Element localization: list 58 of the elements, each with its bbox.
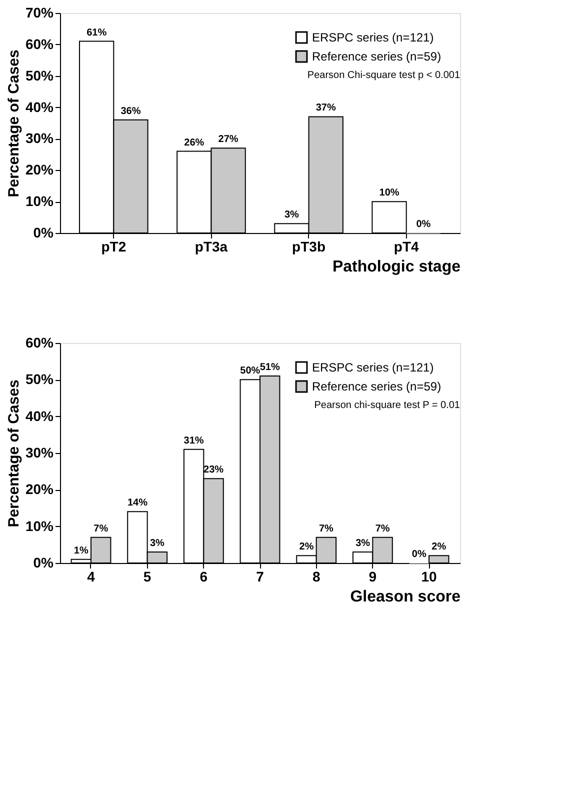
y-tick-label: 60%	[25, 36, 54, 52]
data-label: 2%	[299, 542, 314, 553]
data-label: 23%	[204, 464, 224, 476]
y-axis-title: Percentage of Cases	[5, 380, 22, 528]
x-tick-label: pT4	[394, 238, 419, 254]
x-tick-label: 10	[421, 568, 438, 584]
y-tick-label: 10%	[25, 518, 54, 534]
y-tick-label: 20%	[25, 162, 54, 178]
legend-label: ERSPC series (n=121)	[312, 360, 434, 374]
data-label: 14%	[127, 498, 148, 509]
y-tick-label: 40%	[25, 98, 54, 115]
x-tick-label: pT2	[101, 238, 126, 254]
x-axis-title: Pathologic stage	[332, 258, 461, 276]
x-axis-title: Gleason score	[350, 588, 461, 606]
data-label: 50%	[240, 366, 260, 377]
y-tick-label: 50%	[25, 67, 54, 84]
data-label: 37%	[316, 102, 336, 114]
legend-label: ERSPC series (n=121)	[312, 30, 434, 44]
data-label: 61%	[86, 27, 107, 38]
x-tick-label: 8	[312, 568, 320, 584]
y-tick-label: 20%	[25, 481, 54, 498]
data-label: 0%	[412, 549, 426, 560]
data-label: 27%	[218, 134, 238, 146]
data-label: 1%	[74, 545, 88, 556]
data-label: 7%	[318, 523, 334, 534]
data-label: 36%	[120, 106, 141, 117]
y-tick-label: 70%	[25, 4, 54, 20]
x-tick-label: 4	[87, 568, 96, 584]
data-label: 2%	[432, 542, 446, 553]
legend-label: Reference series (n=59)	[312, 380, 442, 394]
data-label: 3%	[150, 538, 165, 549]
x-tick-label: pT3a	[194, 238, 228, 254]
data-label: 7%	[94, 523, 108, 534]
x-tick-label: 7	[256, 568, 264, 584]
x-tick-label: 9	[368, 568, 377, 584]
x-tick-label: 5	[143, 568, 152, 584]
y-tick-label: 40%	[25, 408, 54, 424]
data-label: 0%	[416, 219, 431, 230]
data-label: 3%	[356, 538, 370, 549]
y-axis-title: Percentage of Cases	[5, 50, 22, 198]
legend-label: Reference series (n=59)	[312, 50, 442, 64]
y-tick-label: 30%	[25, 130, 54, 146]
data-label: 10%	[379, 188, 400, 199]
data-label: 51%	[260, 362, 280, 373]
data-label: 26%	[184, 137, 204, 148]
data-label: 3%	[284, 210, 300, 221]
y-tick-label: 30%	[25, 444, 54, 460]
y-tick-label: 0%	[33, 224, 54, 240]
x-tick-label: 6	[200, 568, 208, 584]
y-tick-label: 50%	[25, 371, 54, 388]
annotation: Pearson chi-square test P = 0.01	[314, 400, 460, 411]
x-tick-label: pT3b	[292, 238, 326, 254]
data-label: 7%	[375, 523, 390, 534]
y-tick-label: 10%	[25, 193, 54, 210]
data-label: 31%	[184, 435, 204, 446]
y-tick-label: 60%	[25, 334, 54, 350]
annotation: Pearson Chi-square test p < 0.001	[307, 70, 460, 81]
y-tick-label: 0%	[33, 554, 54, 570]
